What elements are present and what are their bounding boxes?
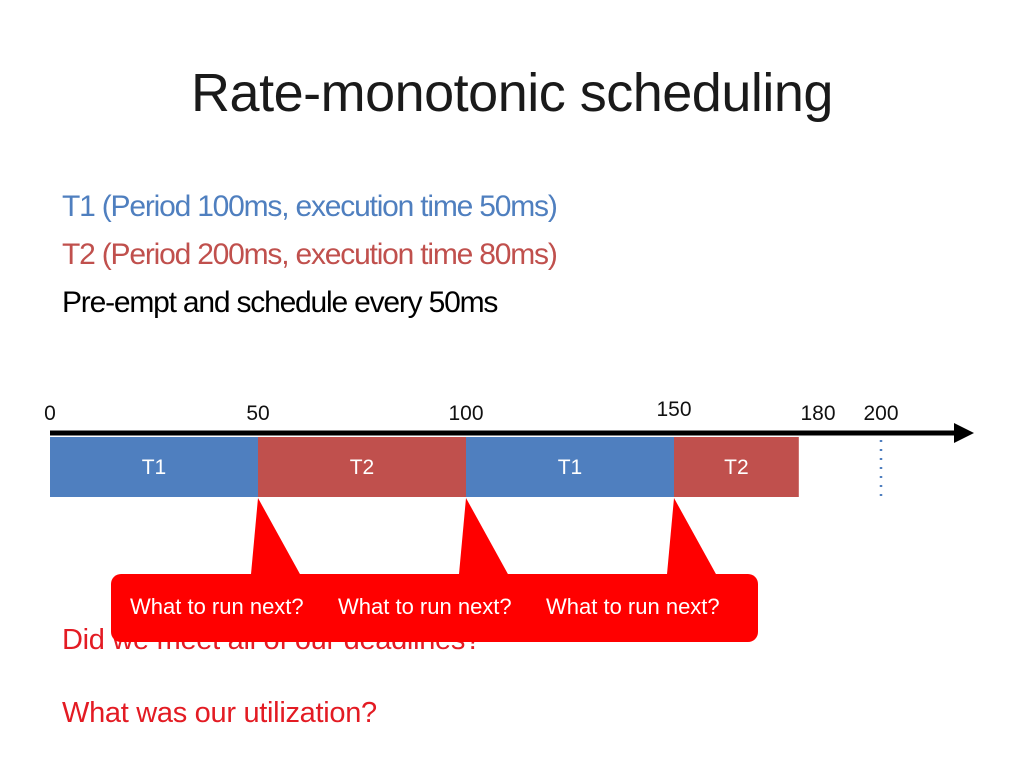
callout-pointer-0 xyxy=(250,498,306,585)
tick-label-180: 180 xyxy=(800,402,836,425)
preempt-rule: Pre-empt and schedule every 50ms xyxy=(62,286,498,319)
tick-label-100: 100 xyxy=(448,402,484,425)
segment-t2-3 xyxy=(674,437,799,497)
segment-t1-0 xyxy=(50,437,258,497)
schedule-segments: T1 T2 T1 T2 xyxy=(50,437,799,497)
time-axis-arrowhead xyxy=(954,423,974,443)
segment-label-1: T2 xyxy=(350,456,375,479)
task-t2-description: T2 (Period 200ms, execution time 80ms) xyxy=(62,238,558,271)
segment-label-3: T2 xyxy=(724,456,749,479)
slide-title: Rate-monotonic scheduling xyxy=(191,63,833,123)
tick-label-200: 200 xyxy=(863,402,899,425)
task-t1-description: T1 (Period 100ms, execution time 50ms) xyxy=(62,190,558,223)
callout-pointer-2 xyxy=(666,498,722,585)
callouts xyxy=(111,498,758,642)
segment-t2-1 xyxy=(258,437,466,497)
tick-label-150: 150 xyxy=(656,398,692,421)
question-utilization: What was our utilization? xyxy=(62,697,377,729)
segment-label-0: T1 xyxy=(142,456,167,479)
tick-label-0: 0 xyxy=(44,402,56,425)
tick-label-50: 50 xyxy=(246,402,270,425)
callout-pointer-1 xyxy=(458,498,514,585)
callout-box xyxy=(111,574,758,642)
segment-t1-2 xyxy=(466,437,674,497)
segment-label-2: T1 xyxy=(558,456,583,479)
